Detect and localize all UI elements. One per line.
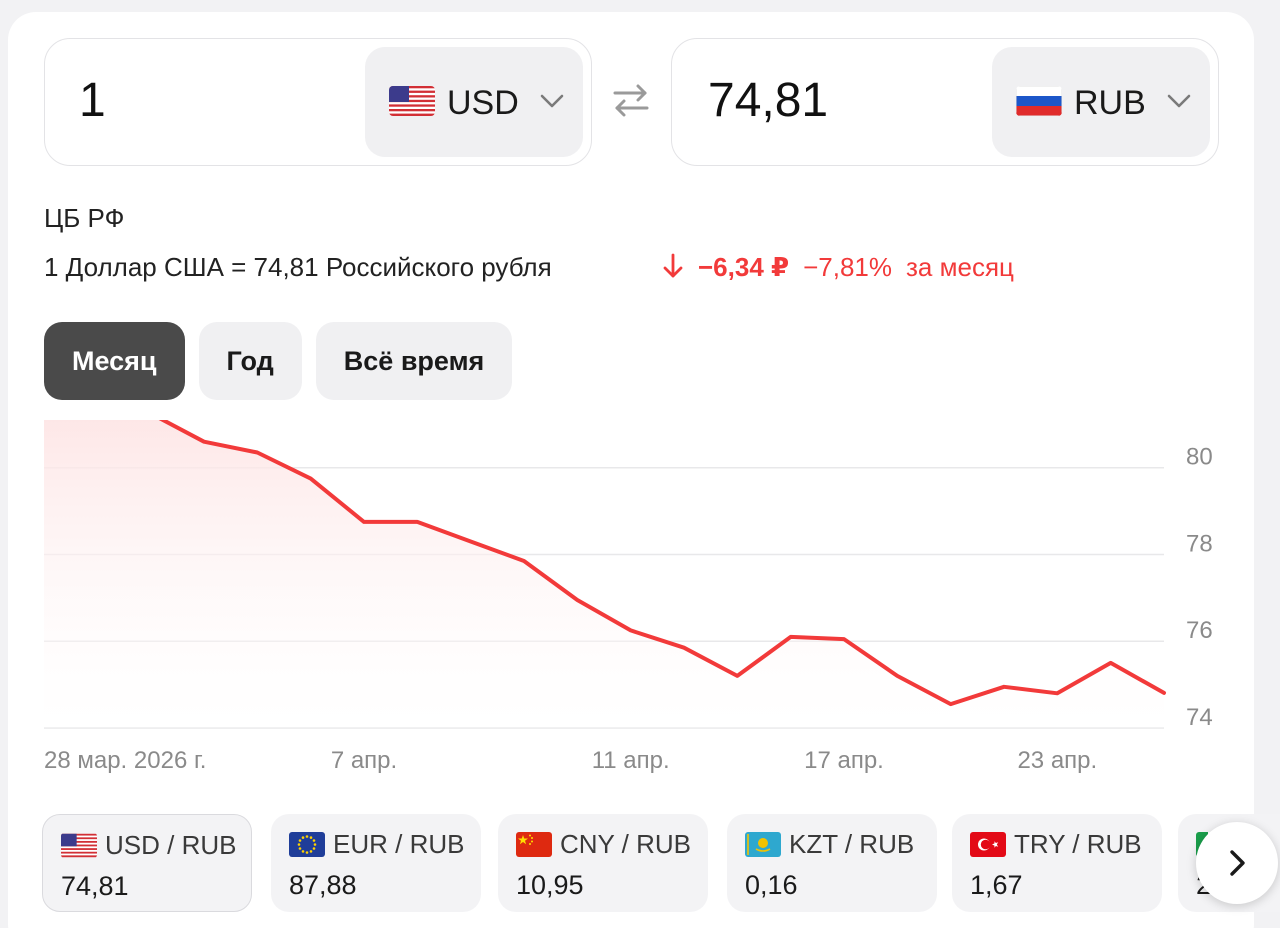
x-tick-label: 11 апр. <box>592 747 670 774</box>
arrow-down-icon <box>663 253 683 278</box>
change-period: за месяц <box>906 252 1014 282</box>
tab-year[interactable]: Год <box>198 322 302 400</box>
period-tabs: Месяц Год Всё время <box>44 322 513 400</box>
from-amount-input[interactable]: 1 <box>79 74 106 127</box>
pair-eur-rub[interactable]: EUR / RUB 87,88 <box>271 814 481 912</box>
change-absolute: −6,34 ₽ <box>698 252 790 282</box>
pair-name: CNY / RUB <box>560 829 691 859</box>
change-percent: −7,81% <box>803 252 893 282</box>
next-pairs-button[interactable] <box>1196 822 1278 904</box>
pair-usd-rub[interactable]: USD / RUB 74,81 <box>42 814 252 912</box>
ru-flag-icon <box>1016 86 1062 116</box>
pair-value: 87,88 <box>289 870 357 900</box>
chevron-right-icon <box>1230 850 1245 876</box>
rate-change: −6,34 ₽ −7,81% за месяц <box>662 251 1014 283</box>
us-flag-icon <box>389 86 435 116</box>
chevron-down-icon <box>540 94 564 108</box>
from-currency-code: USD <box>447 84 519 122</box>
swap-icon[interactable] <box>611 80 651 120</box>
y-tick-label: 74 <box>1186 704 1213 731</box>
from-currency-select[interactable]: USD <box>365 47 583 157</box>
pair-kzt-rub[interactable]: KZT / RUB 0,16 <box>727 814 937 912</box>
chevron-down-icon <box>1167 94 1191 108</box>
pair-name: USD / RUB <box>105 830 237 860</box>
pair-name: EUR / RUB <box>333 829 465 859</box>
tab-all-time[interactable]: Всё время <box>315 322 513 400</box>
y-tick-label: 76 <box>1186 617 1213 644</box>
pair-try-rub[interactable]: TRY / RUB 1,67 <box>952 814 1162 912</box>
to-currency-box[interactable]: 74,81 RUB <box>671 38 1219 166</box>
x-tick-label: 23 апр. <box>1017 747 1097 774</box>
pair-value: 0,16 <box>745 870 798 900</box>
pair-name: KZT / RUB <box>789 829 915 859</box>
rate-source: ЦБ РФ <box>44 203 125 233</box>
tr-flag-icon <box>970 832 1006 857</box>
tab-month[interactable]: Месяц <box>44 322 185 400</box>
rate-chart[interactable]: 74 76 78 80 28 мар. 2026 г. 7 апр. 11 апр. 17 … <box>44 420 1224 780</box>
cn-flag-icon <box>516 832 552 857</box>
y-tick-label: 78 <box>1186 530 1213 557</box>
to-currency-select[interactable]: RUB <box>992 47 1210 157</box>
to-amount-input[interactable]: 74,81 <box>708 74 829 127</box>
us-flag-icon <box>61 833 97 858</box>
from-currency-box[interactable]: 1 USD <box>44 38 592 166</box>
rate-description: 1 Доллар США = 74,81 Российского рубля <box>44 252 552 282</box>
currency-pairs-list: USD / RUB 74,81 EUR / RUB 87,88 <box>42 814 1280 914</box>
pair-name: TRY / RUB <box>1014 829 1142 859</box>
x-tick-label: 28 мар. 2026 г. <box>44 747 206 774</box>
x-tick-label: 17 апр. <box>804 747 884 774</box>
pair-cny-rub[interactable]: CNY / RUB 10,95 <box>498 814 708 912</box>
y-tick-label: 80 <box>1186 444 1213 471</box>
x-tick-label: 7 апр. <box>331 747 397 774</box>
chart-series-line <box>158 420 1166 707</box>
to-currency-code: RUB <box>1074 84 1146 122</box>
eu-flag-icon <box>289 832 325 857</box>
chart-area-fill <box>44 420 1164 728</box>
pair-value: 74,81 <box>61 871 129 901</box>
pair-value: 10,95 <box>516 870 584 900</box>
kz-flag-icon <box>745 832 781 857</box>
pair-value: 1,67 <box>970 870 1023 900</box>
